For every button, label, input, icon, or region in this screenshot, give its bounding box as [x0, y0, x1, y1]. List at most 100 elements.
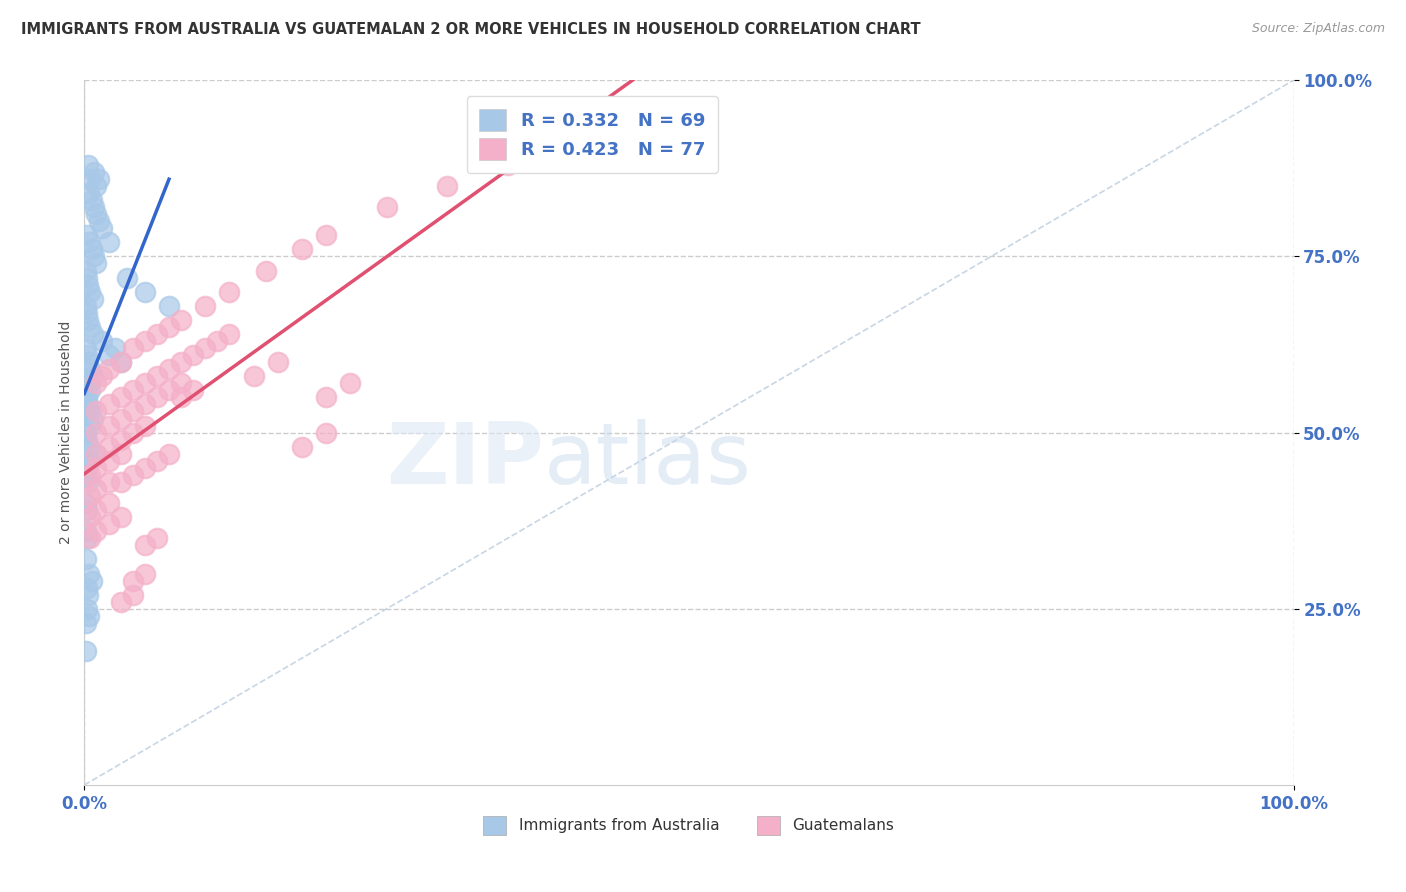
Point	[115, 270, 138, 285]
Legend: Immigrants from Australia, Guatemalans: Immigrants from Australia, Guatemalans	[478, 810, 900, 841]
Point	[134, 334, 156, 348]
Point	[86, 447, 108, 461]
Point	[77, 566, 100, 581]
Text: Source: ZipAtlas.com: Source: ZipAtlas.com	[1251, 22, 1385, 36]
Point	[76, 532, 98, 546]
Point	[194, 341, 217, 355]
Point	[207, 334, 229, 348]
Point	[75, 299, 97, 313]
Point	[80, 193, 103, 207]
Point	[82, 326, 104, 341]
Point	[97, 362, 120, 376]
Point	[146, 532, 169, 546]
Point	[97, 517, 120, 532]
Point	[75, 425, 97, 440]
Point	[97, 418, 120, 433]
Text: IMMIGRANTS FROM AUSTRALIA VS GUATEMALAN 2 OR MORE VEHICLES IN HOUSEHOLD CORRELAT: IMMIGRANTS FROM AUSTRALIA VS GUATEMALAN …	[21, 22, 921, 37]
Point	[86, 404, 108, 418]
Point	[79, 418, 101, 433]
Point	[77, 588, 100, 602]
Point	[80, 243, 103, 257]
Point	[77, 397, 100, 411]
Y-axis label: 2 or more Vehicles in Household: 2 or more Vehicles in Household	[59, 321, 73, 544]
Point	[77, 158, 100, 172]
Point	[121, 404, 143, 418]
Point	[75, 644, 97, 658]
Point	[79, 510, 101, 524]
Point	[110, 595, 132, 609]
Point	[79, 489, 101, 503]
Point	[77, 355, 100, 369]
Point	[86, 524, 108, 539]
Point	[77, 235, 100, 250]
Point	[134, 376, 156, 391]
Point	[157, 447, 180, 461]
Point	[496, 158, 519, 172]
Point	[76, 433, 98, 447]
Point	[82, 411, 104, 425]
Point	[97, 348, 120, 362]
Point	[77, 277, 100, 292]
Point	[436, 178, 458, 194]
Point	[79, 285, 101, 299]
Point	[110, 355, 132, 369]
Point	[97, 496, 120, 510]
Point	[91, 334, 114, 348]
Point	[146, 454, 169, 468]
Point	[170, 355, 193, 369]
Point	[91, 369, 114, 384]
Point	[79, 454, 101, 468]
Point	[86, 207, 108, 221]
Point	[75, 460, 97, 475]
Point	[110, 391, 132, 405]
Point	[170, 391, 193, 405]
Point	[86, 256, 108, 270]
Point	[242, 369, 264, 384]
Point	[134, 418, 156, 433]
Point	[110, 411, 132, 425]
Text: ZIP: ZIP	[387, 419, 544, 502]
Point	[75, 384, 97, 398]
Point	[194, 299, 217, 313]
Point	[79, 319, 101, 334]
Point	[80, 574, 103, 588]
Point	[157, 362, 180, 376]
Point	[121, 384, 143, 398]
Point	[86, 178, 108, 194]
Point	[315, 391, 337, 405]
Point	[86, 503, 108, 517]
Point	[75, 263, 97, 277]
Point	[157, 299, 180, 313]
Point	[315, 425, 337, 440]
Point	[146, 369, 169, 384]
Point	[110, 475, 132, 489]
Point	[157, 384, 180, 398]
Point	[254, 263, 277, 277]
Point	[75, 552, 97, 566]
Point	[79, 404, 101, 418]
Point	[75, 341, 97, 355]
Point	[77, 186, 100, 200]
Point	[86, 376, 108, 391]
Point	[375, 200, 398, 214]
Point	[76, 391, 98, 405]
Point	[157, 319, 180, 334]
Point	[121, 467, 143, 482]
Point	[83, 165, 105, 179]
Point	[83, 200, 105, 214]
Point	[76, 581, 98, 595]
Point	[170, 313, 193, 327]
Point	[97, 397, 120, 411]
Point	[97, 475, 120, 489]
Point	[86, 425, 108, 440]
Point	[75, 496, 97, 510]
Point	[82, 292, 104, 306]
Point	[86, 447, 108, 461]
Point	[134, 397, 156, 411]
Point	[82, 369, 104, 384]
Point	[79, 172, 101, 186]
Point	[97, 454, 120, 468]
Point	[76, 228, 98, 243]
Point	[134, 538, 156, 552]
Point	[76, 270, 98, 285]
